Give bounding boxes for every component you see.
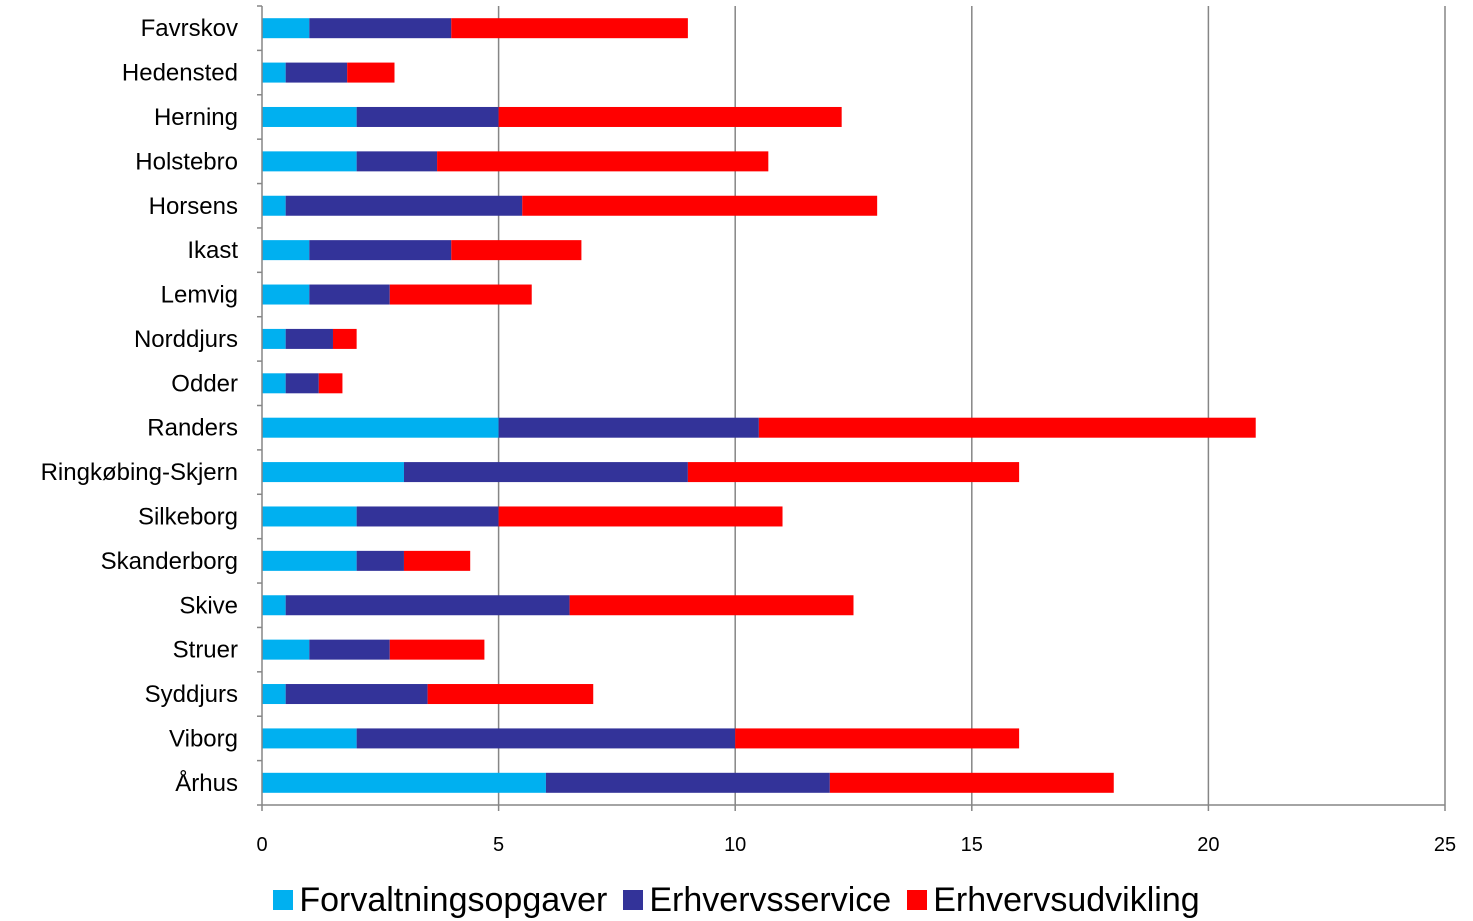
bar-randers-series-2 xyxy=(758,417,1256,438)
legend-item-0: Forvaltningsopgaver xyxy=(273,881,607,920)
category-label: Ringkøbing-Skjern xyxy=(41,459,238,486)
bar-hedensted-series-1 xyxy=(285,62,348,83)
bar-odder-series-0 xyxy=(262,373,286,394)
bar-skanderborg-series-2 xyxy=(403,550,471,571)
category-label: Favrskov xyxy=(141,15,238,42)
bar-silkeborg-series-2 xyxy=(498,506,783,527)
stacked-bar-chart: Favrskov Hedensted Herning Holstebro Horsens… xyxy=(41,5,1456,856)
bar-hedensted-series-0 xyxy=(262,62,286,83)
axes xyxy=(257,5,1446,811)
bar-ringkøbing-skjern-series-2 xyxy=(687,462,1020,483)
legend-item-1: Erhvervsservice xyxy=(623,881,891,920)
bar-holstebro-series-0 xyxy=(262,151,357,172)
bar-odder-series-1 xyxy=(285,373,319,394)
bar-skive-series-2 xyxy=(569,595,854,616)
category-label: Syddjurs xyxy=(145,681,238,708)
bar-lemvig-series-0 xyxy=(262,284,310,305)
legend-label: Erhvervsudvikling xyxy=(933,880,1200,919)
bar-herning-series-0 xyxy=(262,106,357,127)
bar-norddjurs-series-0 xyxy=(262,328,286,349)
legend-swatch xyxy=(623,890,644,910)
bar-ikast-series-2 xyxy=(451,240,582,261)
category-label: Norddjurs xyxy=(134,326,238,353)
bar-norddjurs-series-1 xyxy=(285,328,333,349)
bar-favrskov-series-2 xyxy=(451,18,688,39)
bar-århus-series-2 xyxy=(829,772,1114,793)
bar-skive-series-0 xyxy=(262,595,286,616)
bar-syddjurs-series-1 xyxy=(285,684,428,705)
bar-lemvig-series-1 xyxy=(309,284,390,305)
gridlines xyxy=(497,6,1446,805)
bar-holstebro-series-1 xyxy=(356,151,438,172)
bar-ringkøbing-skjern-series-0 xyxy=(262,462,404,483)
category-labels: Favrskov Hedensted Herning Holstebro Horsens… xyxy=(41,15,239,797)
x-tick-label-25: 25 xyxy=(1434,834,1456,856)
bar-silkeborg-series-0 xyxy=(262,506,357,527)
category-label: Lemvig xyxy=(161,282,238,309)
legend-swatch xyxy=(907,890,928,910)
bar-ringkøbing-skjern-series-1 xyxy=(403,462,688,483)
bar-horsens-series-1 xyxy=(285,195,523,216)
category-label: Horsens xyxy=(149,193,238,220)
category-label: Skive xyxy=(179,592,238,619)
legend-swatch xyxy=(273,890,294,910)
bar-struer-series-2 xyxy=(389,639,485,660)
bar-århus-series-0 xyxy=(262,772,546,793)
x-tick-label-0: 0 xyxy=(256,834,267,856)
bar-herning-series-2 xyxy=(498,106,842,127)
legend: Forvaltningsopgaver Erhvervsservice Erhver… xyxy=(0,880,1473,920)
bar-skanderborg-series-0 xyxy=(262,550,357,571)
bar-holstebro-series-2 xyxy=(437,151,769,172)
category-label: Ikast xyxy=(187,237,238,264)
bar-favrskov-series-1 xyxy=(309,18,452,39)
x-tick-label-20: 20 xyxy=(1197,834,1219,856)
legend-item-2: Erhvervsudvikling xyxy=(907,880,1200,920)
bars xyxy=(262,18,1256,793)
bar-lemvig-series-2 xyxy=(389,284,532,305)
x-tick-labels: 0 5 10 15 20 25 xyxy=(256,834,1456,856)
bar-viborg-series-2 xyxy=(735,728,1020,749)
category-label: Odder xyxy=(171,370,238,397)
bar-herning-series-1 xyxy=(356,106,499,127)
bar-odder-series-2 xyxy=(318,373,343,394)
bar-struer-series-1 xyxy=(309,639,390,660)
category-label: Silkeborg xyxy=(138,503,238,530)
bar-favrskov-series-0 xyxy=(262,18,310,39)
bar-syddjurs-series-2 xyxy=(427,684,594,705)
bar-silkeborg-series-1 xyxy=(356,506,499,527)
bar-randers-series-0 xyxy=(262,417,499,438)
x-tick-label-5: 5 xyxy=(493,834,504,856)
x-tick-label-15: 15 xyxy=(961,834,983,856)
bar-ikast-series-1 xyxy=(309,240,452,261)
bar-norddjurs-series-2 xyxy=(332,328,357,349)
category-label: Herning xyxy=(154,104,238,131)
bar-viborg-series-0 xyxy=(262,728,357,749)
category-label: Holstebro xyxy=(135,148,238,175)
category-label: Viborg xyxy=(169,725,238,752)
bar-skanderborg-series-1 xyxy=(356,550,404,571)
bar-randers-series-1 xyxy=(498,417,759,438)
category-label: Skanderborg xyxy=(101,548,238,575)
bar-århus-series-1 xyxy=(545,772,830,793)
bar-viborg-series-1 xyxy=(356,728,736,749)
bar-struer-series-0 xyxy=(262,639,310,660)
legend-label: Forvaltningsopgaver xyxy=(299,880,608,919)
bar-syddjurs-series-0 xyxy=(262,684,286,705)
x-tick-label-10: 10 xyxy=(724,834,746,856)
category-label: Århus xyxy=(175,769,238,797)
bar-skive-series-1 xyxy=(285,595,570,616)
category-label: Randers xyxy=(147,415,238,442)
bar-horsens-series-2 xyxy=(522,195,878,216)
category-label: Hedensted xyxy=(122,60,238,87)
category-label: Struer xyxy=(173,637,238,664)
bar-hedensted-series-2 xyxy=(347,62,395,83)
bar-horsens-series-0 xyxy=(262,195,286,216)
bar-ikast-series-0 xyxy=(262,240,310,261)
legend-label: Erhvervsservice xyxy=(649,880,892,919)
